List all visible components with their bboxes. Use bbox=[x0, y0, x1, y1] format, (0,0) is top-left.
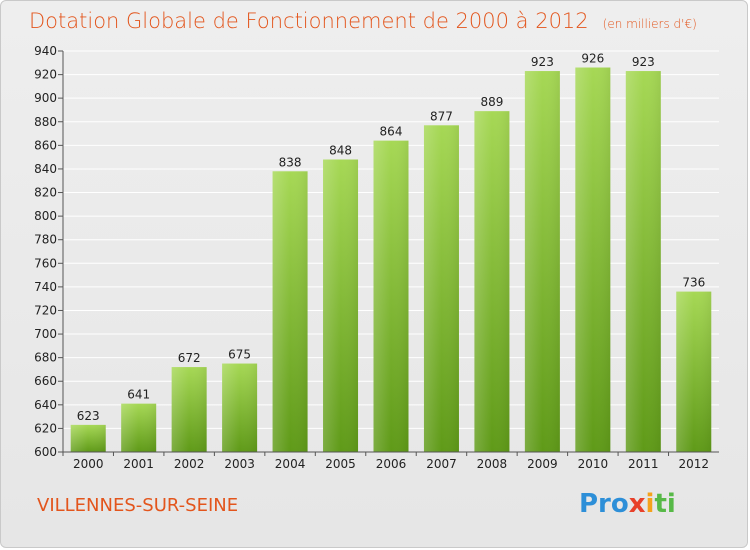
logo-part-1: Pro bbox=[579, 489, 629, 519]
y-tick-label: 860 bbox=[34, 138, 57, 152]
bar-shade-2001 bbox=[121, 403, 157, 452]
data-label-2006: 864 bbox=[380, 125, 403, 139]
data-label-2003: 675 bbox=[228, 348, 251, 362]
chart-title: Dotation Globale de Fonctionnement de 20… bbox=[29, 9, 697, 33]
y-tick-label: 660 bbox=[34, 374, 57, 388]
bar-shade-2008 bbox=[474, 111, 510, 453]
bar-shade-2000 bbox=[70, 424, 106, 452]
y-tick-label: 680 bbox=[34, 351, 57, 365]
x-tick-label-2006: 2006 bbox=[376, 457, 407, 471]
bar-shade-2005 bbox=[323, 159, 359, 452]
x-tick-label-2011: 2011 bbox=[628, 457, 659, 471]
y-axis: 600 620 640 660 680 700 720 740 760 780 800 820 840 8… bbox=[34, 44, 64, 459]
y-tick-label: 940 bbox=[34, 44, 57, 58]
bar-shade-2007 bbox=[423, 125, 459, 452]
bars: 623 641 672 675 838 848 864 877 889 923 926 923 736 bbox=[70, 52, 712, 453]
y-tick-label: 800 bbox=[34, 209, 57, 223]
y-tick-label: 720 bbox=[34, 303, 57, 317]
data-label-2007: 877 bbox=[430, 109, 453, 123]
y-tick-label: 740 bbox=[34, 280, 57, 294]
y-tick-label: 600 bbox=[34, 445, 57, 459]
y-tick-label: 840 bbox=[34, 162, 57, 176]
data-label-2004: 838 bbox=[279, 155, 302, 169]
data-label-2011: 923 bbox=[632, 55, 655, 69]
x-tick-label-2007: 2007 bbox=[426, 457, 457, 471]
x-tick-label-2001: 2001 bbox=[123, 457, 154, 471]
bar-shade-2012 bbox=[676, 291, 712, 452]
x-tick-label-2003: 2003 bbox=[224, 457, 255, 471]
bar-shade-2010 bbox=[575, 67, 611, 452]
logo-part-2: x bbox=[628, 489, 646, 519]
y-tick-label: 900 bbox=[34, 91, 57, 105]
y-tick-label: 880 bbox=[34, 115, 57, 129]
y-tick-label: 780 bbox=[34, 233, 57, 247]
y-tick-label: 820 bbox=[34, 186, 57, 200]
bar-shade-2011 bbox=[625, 71, 661, 453]
data-label-2010: 926 bbox=[581, 52, 604, 66]
x-tick-label-2012: 2012 bbox=[678, 457, 709, 471]
data-label-2012: 736 bbox=[682, 276, 705, 290]
bar-shade-2009 bbox=[524, 71, 560, 453]
chart-title-text: Dotation Globale de Fonctionnement de 20… bbox=[29, 9, 589, 33]
data-label-2005: 848 bbox=[329, 144, 352, 158]
x-axis: 2000 2001 2002 2003 2004 2005 2006 2007 2008 2009… bbox=[62, 451, 719, 471]
bar-shade-2004 bbox=[272, 171, 308, 453]
bar-shade-2002 bbox=[171, 367, 207, 452]
logo-part-4: ti bbox=[654, 489, 676, 519]
logo-part-3: i bbox=[645, 489, 655, 519]
data-label-2002: 672 bbox=[178, 351, 201, 365]
x-tick-label-2008: 2008 bbox=[477, 457, 508, 471]
x-tick-label-2010: 2010 bbox=[578, 457, 609, 471]
x-tick-label-2005: 2005 bbox=[325, 457, 356, 471]
y-tick-label: 760 bbox=[34, 256, 57, 270]
x-tick-label-2000: 2000 bbox=[73, 457, 104, 471]
y-tick-label: 620 bbox=[34, 421, 57, 435]
data-label-2008: 889 bbox=[480, 95, 503, 109]
y-tick-label: 920 bbox=[34, 68, 57, 82]
x-tick-label-2004: 2004 bbox=[275, 457, 306, 471]
commune-name: VILLENNES-SUR-SEINE bbox=[37, 495, 239, 516]
x-tick-label-2009: 2009 bbox=[527, 457, 558, 471]
bar-shade-2003 bbox=[222, 363, 258, 452]
x-tick-label-2002: 2002 bbox=[174, 457, 205, 471]
data-label-2000: 623 bbox=[77, 409, 100, 423]
data-label-2001: 641 bbox=[127, 388, 150, 402]
data-label-2009: 923 bbox=[531, 55, 554, 69]
y-tick-label: 700 bbox=[34, 327, 57, 341]
y-tick-label: 640 bbox=[34, 398, 57, 412]
bar-shade-2006 bbox=[373, 140, 409, 452]
chart-subtitle: (en milliers d'€) bbox=[602, 17, 697, 31]
proxiti-logo[interactable]: Proxiti bbox=[579, 489, 676, 519]
